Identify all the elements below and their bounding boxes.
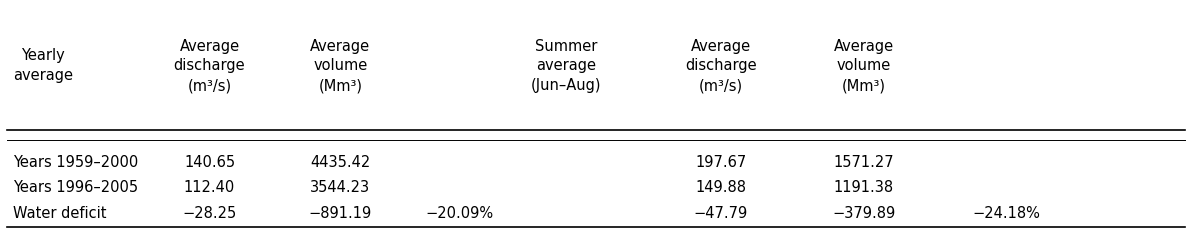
Text: Years 1996–2005: Years 1996–2005 — [13, 180, 138, 195]
Text: 197.67: 197.67 — [695, 155, 746, 170]
Text: Water deficit: Water deficit — [13, 206, 107, 221]
Text: −379.89: −379.89 — [832, 206, 895, 221]
Text: 4435.42: 4435.42 — [310, 155, 371, 170]
Text: −24.18%: −24.18% — [973, 206, 1041, 221]
Text: Summer
average
(Jun–Aug): Summer average (Jun–Aug) — [530, 38, 602, 93]
Text: −20.09%: −20.09% — [426, 206, 493, 221]
Text: Average
discharge
(m³/s): Average discharge (m³/s) — [685, 38, 757, 93]
Text: 140.65: 140.65 — [184, 155, 235, 170]
Text: Average
volume
(Mm³): Average volume (Mm³) — [833, 38, 894, 93]
Text: Average
discharge
(m³/s): Average discharge (m³/s) — [174, 38, 246, 93]
Text: 149.88: 149.88 — [695, 180, 746, 195]
Text: 112.40: 112.40 — [184, 180, 235, 195]
Text: −28.25: −28.25 — [182, 206, 237, 221]
Text: −47.79: −47.79 — [694, 206, 749, 221]
Text: 3544.23: 3544.23 — [310, 180, 371, 195]
Text: 1191.38: 1191.38 — [833, 180, 894, 195]
Text: Years 1959–2000: Years 1959–2000 — [13, 155, 138, 170]
Text: 1571.27: 1571.27 — [833, 155, 894, 170]
Text: Average
volume
(Mm³): Average volume (Mm³) — [310, 38, 371, 93]
Text: Yearly
average: Yearly average — [13, 48, 73, 83]
Text: −891.19: −891.19 — [309, 206, 372, 221]
